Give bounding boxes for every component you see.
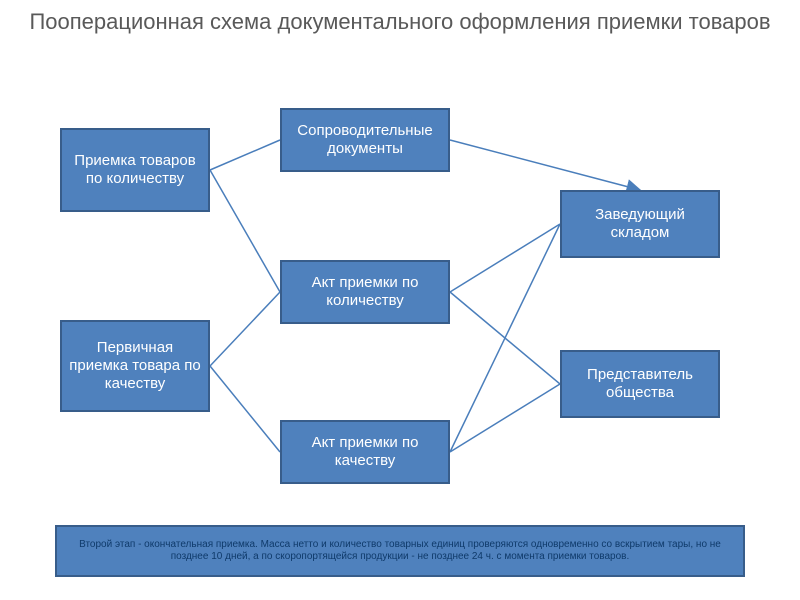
node-n3: Сопроводительные документы bbox=[280, 108, 450, 172]
node-n1: Приемка товаров по количеству bbox=[60, 128, 210, 212]
node-n6: Заведующий складом bbox=[560, 190, 720, 258]
node-n5: Акт приемки по качеству bbox=[280, 420, 450, 484]
page-title: Пооперационная схема документального офо… bbox=[0, 8, 800, 36]
node-n7: Представитель общества bbox=[560, 350, 720, 418]
node-n4: Акт приемки по количеству bbox=[280, 260, 450, 324]
node-n2: Первичная приемка товара по качеству bbox=[60, 320, 210, 412]
footer-note: Второй этап - окончательная приемка. Мас… bbox=[55, 525, 745, 577]
